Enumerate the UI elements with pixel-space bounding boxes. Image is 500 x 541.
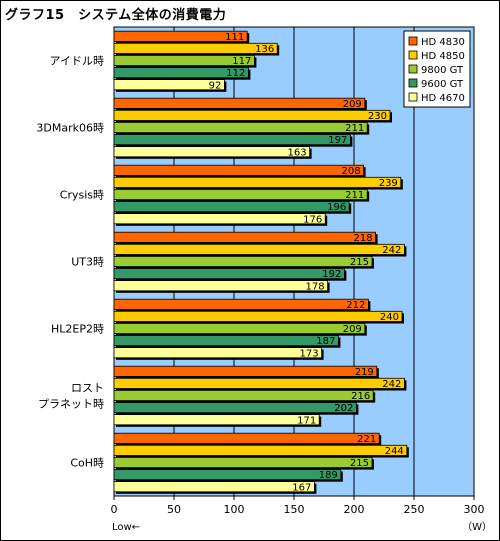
bar [113, 469, 342, 481]
bar-value-label: 230 [368, 111, 387, 122]
legend-label: 9600 GT [421, 79, 464, 90]
bar [113, 402, 357, 414]
bar-value-label: 117 [232, 56, 251, 67]
category-label: Crysis時 [60, 189, 104, 202]
bar [113, 188, 368, 200]
bar-value-label: 240 [380, 312, 399, 323]
bar [113, 231, 377, 243]
chart-title: グラフ15 システム全体の消費電力 [5, 8, 227, 23]
bar-value-label: 209 [343, 99, 362, 110]
bar-value-label: 221 [357, 434, 376, 445]
category-label: HL2EP2時 [51, 323, 104, 336]
bar-value-label: 189 [319, 470, 338, 481]
category-label: ロスト [71, 382, 104, 395]
bar [113, 322, 366, 334]
legend-swatch [408, 36, 418, 46]
bar-value-label: 173 [300, 348, 319, 359]
bar-value-label: 215 [350, 458, 369, 469]
bar-value-label: 167 [292, 482, 311, 493]
bar-value-label: 112 [226, 68, 245, 79]
x-tick-label: 250 [404, 503, 425, 516]
bar [113, 347, 323, 359]
x-tick-label: 200 [344, 503, 365, 516]
bar [113, 67, 249, 79]
bar [113, 268, 345, 280]
bar-value-label: 197 [328, 135, 347, 146]
bar-value-label: 219 [355, 367, 374, 378]
bar [113, 109, 391, 121]
bar-value-label: 192 [322, 269, 341, 280]
x-axis-unit-label: （W） [462, 521, 492, 533]
legend-label: HD 4670 [421, 93, 465, 104]
bar [113, 389, 374, 401]
bar-value-label: 187 [316, 336, 335, 347]
bar-value-label: 208 [342, 166, 361, 177]
bar-value-label: 202 [334, 403, 353, 414]
bar [113, 42, 278, 54]
x-tick-label: 0 [111, 503, 118, 516]
bar-value-label: 215 [350, 257, 369, 268]
x-tick-label: 150 [284, 503, 305, 516]
bar-value-label: 242 [382, 379, 401, 390]
bar [113, 377, 405, 389]
bar-value-label: 211 [345, 190, 364, 201]
bar-value-label: 178 [306, 281, 325, 292]
bar [113, 432, 380, 444]
bar-value-label: 111 [225, 32, 244, 43]
bar [113, 456, 373, 468]
bar [113, 243, 405, 255]
bar-value-label: 242 [382, 245, 401, 256]
bar [113, 444, 408, 456]
category-label: アイドル時 [50, 55, 104, 68]
legend-swatch [408, 50, 418, 60]
bar [113, 176, 402, 188]
bar [113, 298, 369, 310]
bar [113, 213, 326, 225]
bar-value-label: 176 [303, 214, 322, 225]
legend-label: HD 4830 [421, 37, 465, 48]
legend-label: HD 4850 [421, 51, 465, 62]
bar [113, 134, 351, 146]
bar [113, 164, 365, 176]
bar [113, 30, 248, 42]
category-label: CoH時 [70, 457, 104, 470]
bar-value-label: 218 [354, 233, 373, 244]
bar [113, 365, 378, 377]
legend-swatch [408, 64, 418, 74]
bar [113, 97, 366, 109]
bar [113, 335, 339, 347]
bar [113, 55, 255, 67]
bar-value-label: 92 [209, 80, 222, 91]
bar [113, 79, 225, 91]
bar-value-label: 244 [385, 446, 404, 457]
category-label: UT3時 [71, 256, 104, 269]
x-tick-label: 100 [224, 503, 245, 516]
bar [113, 122, 368, 134]
bar-value-label: 209 [343, 324, 362, 335]
bar-value-label: 211 [345, 123, 364, 134]
x-tick-label: 50 [167, 503, 181, 516]
bar [113, 481, 315, 493]
x-axis-label-left: Low← [112, 522, 140, 533]
bar [113, 414, 320, 426]
bar-value-label: 163 [288, 147, 307, 158]
bar [113, 201, 350, 213]
bar-value-label: 171 [297, 415, 316, 426]
legend-swatch [408, 78, 418, 88]
legend-label: 9800 GT [421, 65, 464, 76]
bar [113, 255, 373, 267]
bar-value-label: 216 [351, 391, 370, 402]
bar [113, 310, 403, 322]
bar-value-label: 196 [327, 202, 346, 213]
bar-value-label: 239 [379, 178, 398, 189]
category-label: プラネット時 [38, 398, 104, 411]
category-label: 3DMark06時 [36, 122, 104, 135]
bar-value-label: 212 [346, 300, 365, 311]
legend-swatch [408, 92, 418, 102]
bar [113, 280, 329, 292]
bar [113, 146, 311, 158]
bar-value-label: 136 [255, 44, 274, 55]
x-tick-label: 300 [464, 503, 485, 516]
